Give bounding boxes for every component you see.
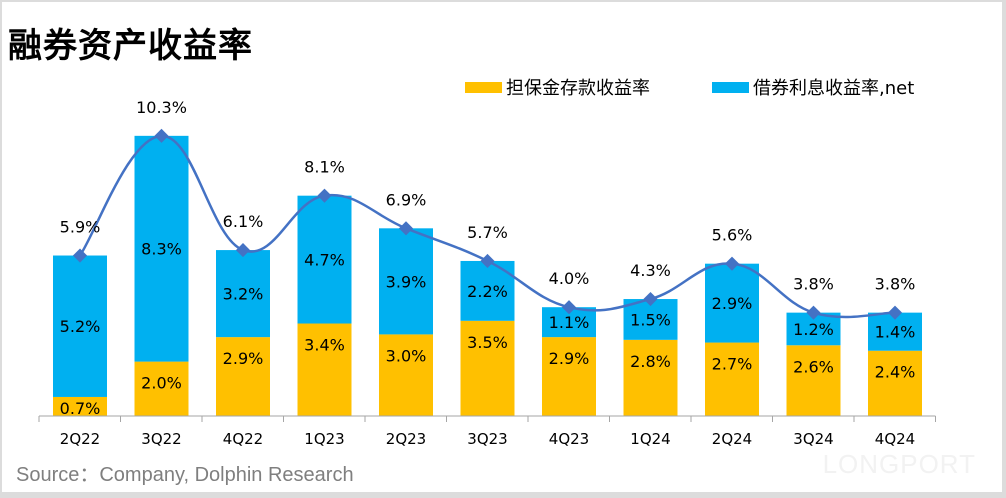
x-tick-label: 1Q23 — [304, 430, 344, 448]
data-label-lending: 4.7% — [304, 251, 345, 270]
bar-lending — [216, 250, 270, 338]
legend-item-lending: 借券利息收益率,net — [712, 74, 914, 100]
data-label-deposit: 2.0% — [141, 374, 182, 393]
bar-lending — [705, 263, 759, 343]
data-label-total: 5.9% — [60, 218, 101, 237]
bar-lending — [53, 255, 107, 397]
data-label-deposit: 2.6% — [793, 357, 834, 376]
data-label-deposit: 2.4% — [875, 363, 916, 382]
legend-label-lending: 借券利息收益率,net — [753, 78, 915, 99]
bar-deposit — [216, 337, 270, 416]
longport-watermark: LONGPORT — [822, 449, 976, 479]
data-label-lending: 2.9% — [712, 294, 753, 313]
data-label-total: 5.6% — [712, 226, 753, 245]
data-label-total: 3.8% — [875, 275, 916, 294]
bar-lending — [134, 135, 189, 362]
data-label-deposit: 2.7% — [712, 355, 753, 374]
x-tick-label: 3Q24 — [793, 430, 833, 448]
legend-swatch-deposit — [465, 81, 502, 93]
data-label-total: 5.7% — [467, 223, 508, 242]
source-note: Source：Company, Dolphin Research — [16, 464, 354, 486]
total-marker — [643, 291, 658, 307]
data-label-lending: 5.2% — [60, 317, 101, 336]
data-label-deposit: 2.8% — [630, 352, 671, 371]
x-tick-label: 2Q23 — [386, 430, 426, 448]
total-marker — [806, 305, 821, 320]
data-label-deposit: 3.5% — [467, 333, 508, 352]
x-tick-label: 2Q24 — [712, 430, 752, 448]
data-label-total: 3.8% — [793, 275, 834, 294]
data-label-lending: 2.2% — [467, 282, 508, 301]
data-label-lending: 3.9% — [386, 272, 427, 291]
data-label-lending: 1.4% — [875, 323, 916, 342]
data-label-lending: 8.3% — [141, 240, 182, 259]
total-marker — [561, 300, 577, 315]
data-label-total: 6.9% — [386, 190, 427, 209]
total-marker — [398, 221, 414, 236]
bar-deposit — [868, 350, 922, 416]
total-marker — [724, 256, 740, 271]
data-label-deposit: 3.4% — [304, 336, 345, 355]
data-label-lending: 1.5% — [630, 310, 671, 329]
x-tick-label: 4Q23 — [549, 430, 589, 448]
data-label-total: 4.0% — [549, 269, 590, 288]
bar-deposit — [705, 342, 759, 416]
x-tick-label: 1Q24 — [630, 430, 670, 448]
x-tick-label: 4Q24 — [875, 430, 915, 448]
total-marker — [154, 128, 169, 143]
data-label-total: 4.3% — [630, 261, 671, 280]
bar-deposit — [623, 339, 678, 416]
data-label-lending: 1.1% — [549, 313, 590, 332]
data-label-deposit: 0.7% — [60, 399, 101, 418]
total-line — [78, 134, 896, 319]
bar-lending — [379, 228, 433, 335]
bar-deposit — [786, 345, 841, 416]
data-label-lending: 1.2% — [793, 320, 834, 339]
total-marker — [480, 253, 495, 269]
legend-label-deposit: 担保金存款收益率 — [506, 78, 650, 99]
data-label-lending: 3.2% — [223, 285, 264, 304]
bar-deposit — [542, 337, 596, 416]
x-tick-label: 4Q22 — [223, 430, 263, 448]
data-label-deposit: 3.0% — [386, 346, 427, 365]
total-marker — [887, 305, 903, 320]
chart-title: 融券资产收益率 — [8, 26, 253, 66]
bar-deposit — [53, 396, 107, 416]
x-tick-label: 3Q22 — [141, 430, 181, 448]
data-label-total: 10.3% — [136, 98, 187, 117]
legend-swatch-lending — [712, 81, 749, 93]
bar-deposit — [379, 334, 433, 416]
data-label-total: 6.1% — [223, 212, 264, 231]
legend-item-deposit: 担保金存款收益率 — [465, 74, 650, 100]
bar-deposit — [297, 323, 352, 416]
bar-deposit — [460, 320, 515, 416]
x-tick-label: 3Q23 — [467, 430, 507, 448]
data-label-total: 8.1% — [304, 158, 345, 177]
data-label-deposit: 2.9% — [223, 349, 264, 368]
data-label-deposit: 2.9% — [549, 349, 590, 368]
total-marker — [235, 243, 251, 258]
x-tick-label: 2Q22 — [60, 430, 100, 448]
bar-lending — [297, 195, 352, 324]
bar-deposit — [134, 361, 189, 416]
total-marker — [317, 188, 332, 203]
